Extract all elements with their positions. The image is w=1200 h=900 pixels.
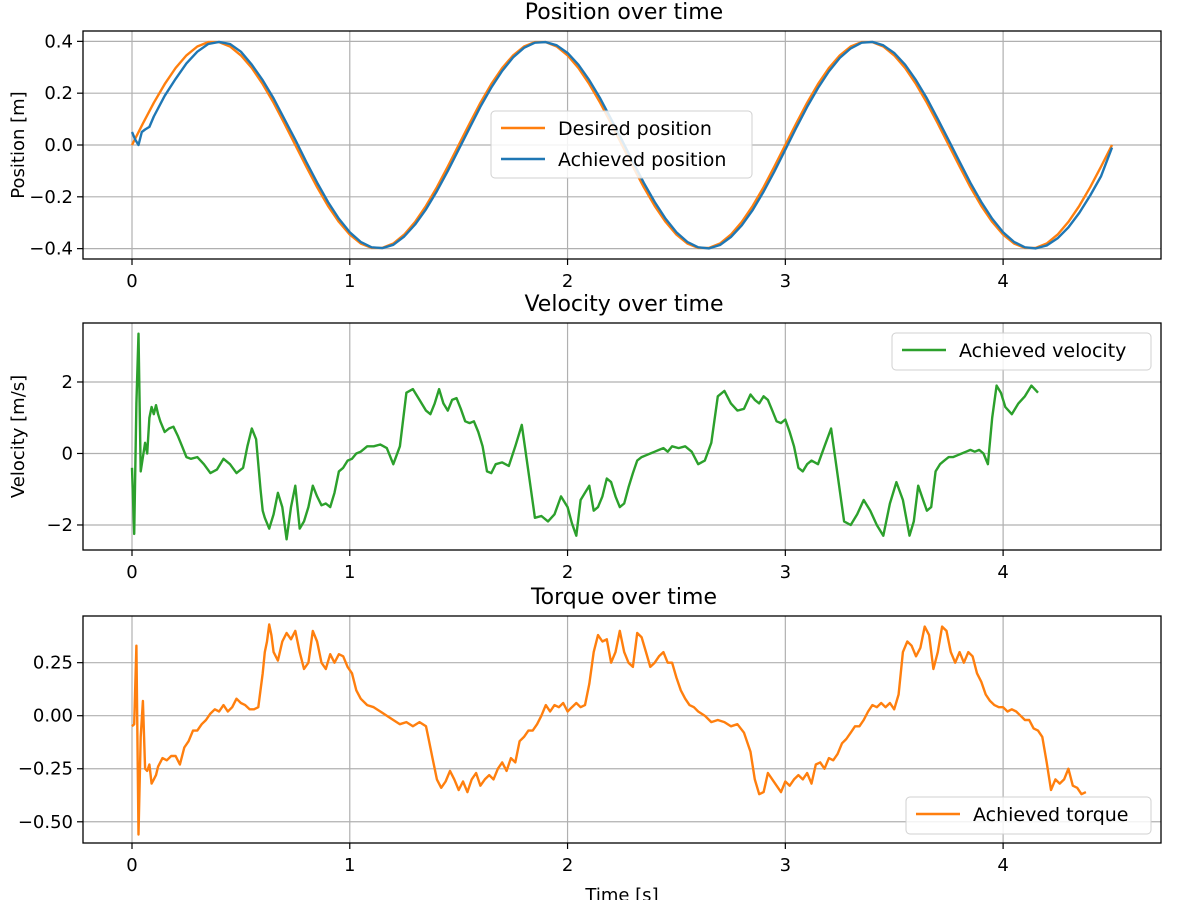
x-tick-label: 0 — [126, 271, 137, 292]
y-tick-label: 0 — [62, 443, 73, 464]
series-line-2 — [130, 40, 1114, 250]
y-tick-label: 0.4 — [44, 31, 73, 52]
x-tick-label: 4 — [997, 271, 1008, 292]
x-tick-label: 1 — [344, 855, 355, 876]
x-tick-label: 2 — [562, 855, 573, 876]
y-tick-label: −0.4 — [29, 239, 73, 260]
subplot-1: 0 1 2 3 4 0.4 0.2 0.0 −0.2 −0.4 Position over time… — [8, 0, 1162, 292]
y-tick-label: 0.2 — [44, 83, 73, 104]
axes-frame — [82, 30, 1162, 260]
x-tick-label: 0 — [126, 855, 137, 876]
axes-frame — [82, 615, 1162, 844]
chart-title: Velocity over time — [524, 292, 723, 317]
x-tick-label: 1 — [344, 271, 355, 292]
y-axis-label: Position [m] — [8, 91, 29, 198]
subplot-2: 0 1 2 3 4 2 0 −2 Velocity over time Velocity [m/s… — [8, 292, 1162, 583]
legend-box — [891, 332, 1152, 371]
legend-label: Achieved position — [558, 149, 726, 171]
x-tick-label: 3 — [780, 271, 791, 292]
chart-title: Torque over time — [530, 585, 717, 610]
x-tick-label: 4 — [997, 562, 1008, 583]
y-axis-label: Velocity [m/s] — [8, 375, 29, 498]
y-tick-label: −2 — [46, 515, 73, 536]
x-tick-label: 1 — [344, 562, 355, 583]
y-tick-label: −0.25 — [18, 759, 73, 780]
legend: Desired position Achieved position — [490, 110, 753, 179]
y-tick-label: −0.2 — [29, 187, 73, 208]
legend: Achieved torque — [905, 796, 1152, 835]
legend-box — [905, 796, 1152, 835]
legend-label: Desired position — [558, 118, 712, 140]
y-tick-label: 0.25 — [33, 653, 73, 674]
axes-frame — [82, 322, 1162, 551]
legend: Achieved velocity — [891, 332, 1152, 371]
x-axis-label: Time [s] — [584, 885, 658, 900]
chart-title: Position over time — [525, 0, 723, 25]
legend-label: Achieved torque — [973, 804, 1129, 826]
y-tick-label: −0.50 — [18, 812, 73, 833]
x-tick-label: 2 — [562, 271, 573, 292]
series-line-1 — [130, 332, 1039, 541]
x-tick-label: 4 — [997, 855, 1008, 876]
series-line-1 — [131, 623, 1087, 836]
y-tick-label: 0.00 — [33, 706, 73, 727]
y-tick-label: 0.0 — [44, 135, 73, 156]
x-tick-label: 3 — [780, 855, 791, 876]
x-tick-label: 0 — [126, 562, 137, 583]
x-tick-label: 2 — [562, 562, 573, 583]
x-tick-label: 3 — [780, 562, 791, 583]
subplot-3: 0 1 2 3 4 0.25 0.00 −0.25 −0.50 Torque over time T… — [18, 585, 1162, 900]
legend-label: Achieved velocity — [959, 340, 1126, 362]
y-tick-label: 2 — [62, 372, 73, 393]
legend-box — [490, 110, 753, 179]
